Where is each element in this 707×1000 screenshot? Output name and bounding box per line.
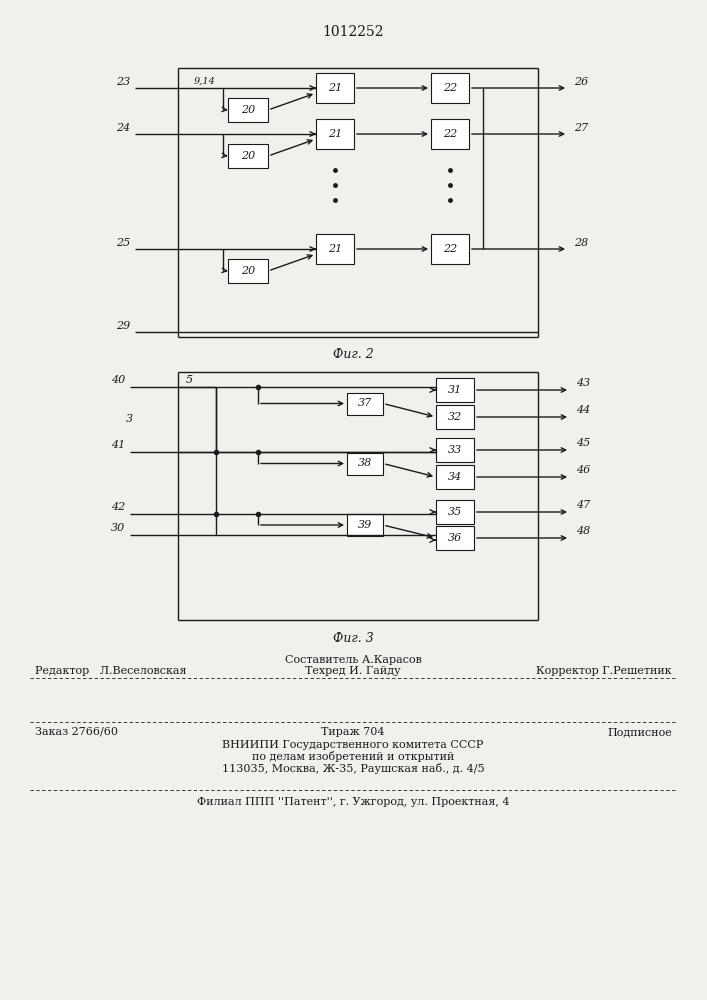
Text: 24: 24 (116, 123, 130, 133)
Text: 31: 31 (448, 385, 462, 395)
Text: 44: 44 (576, 405, 590, 415)
Text: по делам изобретений и открытий: по делам изобретений и открытий (252, 750, 454, 762)
Text: 32: 32 (448, 412, 462, 422)
Bar (436, 405, 474, 429)
Text: Заказ 2766/60: Заказ 2766/60 (35, 727, 118, 737)
Text: 27: 27 (574, 123, 588, 133)
Text: 33: 33 (448, 445, 462, 455)
Text: 39: 39 (358, 520, 372, 530)
Text: 22: 22 (443, 244, 457, 254)
Text: 21: 21 (328, 83, 342, 93)
Text: 23: 23 (116, 77, 130, 87)
Text: ВНИИПИ Государственного комитета СССР: ВНИИПИ Государственного комитета СССР (222, 740, 484, 750)
Bar (431, 119, 469, 149)
Bar (436, 526, 474, 550)
Bar (436, 438, 474, 462)
Text: 36: 36 (448, 533, 462, 543)
Text: 9,14: 9,14 (194, 77, 216, 86)
Text: 22: 22 (443, 83, 457, 93)
Text: Редактор   Л.Веселовская: Редактор Л.Веселовская (35, 666, 187, 676)
Text: Филиал ППП ''Патент'', г. Ужгород, ул. Проектная, 4: Филиал ППП ''Патент'', г. Ужгород, ул. П… (197, 797, 509, 807)
Text: 20: 20 (241, 105, 255, 115)
Bar (228, 259, 268, 283)
Text: Фиг. 2: Фиг. 2 (332, 349, 373, 361)
Text: 42: 42 (111, 502, 125, 512)
Bar (431, 234, 469, 264)
Text: 35: 35 (448, 507, 462, 517)
Bar (347, 452, 383, 475)
Text: 113035, Москва, Ж-35, Раушская наб., д. 4/5: 113035, Москва, Ж-35, Раушская наб., д. … (222, 762, 484, 774)
Text: Корректор Г.Решетник: Корректор Г.Решетник (537, 666, 672, 676)
Text: 22: 22 (443, 129, 457, 139)
Bar (347, 392, 383, 414)
Bar (431, 73, 469, 103)
Text: 47: 47 (576, 500, 590, 510)
Text: 40: 40 (111, 375, 125, 385)
Text: 30: 30 (111, 523, 125, 533)
Text: 25: 25 (116, 238, 130, 248)
Bar (316, 234, 354, 264)
Text: Фиг. 3: Фиг. 3 (332, 632, 373, 645)
Text: 29: 29 (116, 321, 130, 331)
Bar (316, 119, 354, 149)
Bar (347, 514, 383, 536)
Text: 43: 43 (576, 378, 590, 388)
Text: 21: 21 (328, 129, 342, 139)
Text: 5: 5 (186, 375, 193, 385)
Text: 38: 38 (358, 458, 372, 468)
Text: Составитель А.Карасов: Составитель А.Карасов (284, 655, 421, 665)
Bar (436, 378, 474, 402)
Text: 3: 3 (126, 414, 133, 424)
Text: 20: 20 (241, 266, 255, 276)
Text: 37: 37 (358, 398, 372, 408)
Bar (436, 500, 474, 524)
Text: Тираж 704: Тираж 704 (321, 727, 385, 737)
Text: 41: 41 (111, 440, 125, 450)
Text: 28: 28 (574, 238, 588, 248)
Text: 26: 26 (574, 77, 588, 87)
Text: Подписное: Подписное (607, 727, 672, 737)
Text: 45: 45 (576, 438, 590, 448)
Text: Техред И. Гайду: Техред И. Гайду (305, 666, 401, 676)
Text: 21: 21 (328, 244, 342, 254)
Bar (436, 465, 474, 489)
Text: 34: 34 (448, 472, 462, 482)
Bar (316, 73, 354, 103)
Text: 46: 46 (576, 465, 590, 475)
Text: 1012252: 1012252 (322, 25, 384, 39)
Bar (228, 98, 268, 122)
Text: 48: 48 (576, 526, 590, 536)
Bar (228, 144, 268, 168)
Text: 20: 20 (241, 151, 255, 161)
